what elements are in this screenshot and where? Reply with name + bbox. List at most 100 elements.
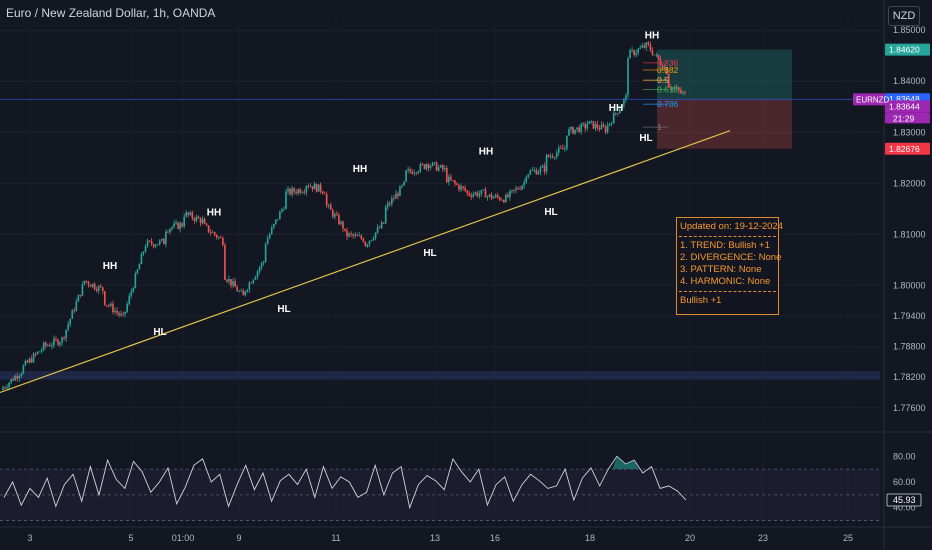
candle-body: [309, 186, 312, 188]
candle: [531, 166, 534, 172]
candle: [154, 243, 157, 249]
candle: [150, 237, 153, 247]
candle: [419, 162, 422, 174]
candle: [492, 196, 495, 199]
candle-body: [42, 342, 45, 350]
candle-body: [441, 165, 444, 170]
candle-body: [439, 165, 442, 168]
candle: [165, 229, 167, 248]
candle: [79, 294, 82, 298]
candle: [10, 378, 12, 385]
candle: [146, 238, 149, 248]
candle: [549, 152, 552, 160]
candle: [435, 160, 438, 172]
time-axis-label: 5: [128, 533, 133, 543]
candle-body: [547, 154, 550, 157]
candle: [207, 225, 210, 234]
candle: [213, 231, 216, 237]
swing-label-hh: HH: [645, 30, 659, 41]
candle-body: [629, 50, 631, 59]
candle-body: [213, 232, 216, 235]
candle-body: [354, 234, 357, 236]
candle-body: [484, 189, 487, 198]
candle: [93, 282, 96, 291]
candle-body: [258, 267, 261, 272]
candle-body: [124, 311, 126, 314]
candle: [215, 234, 218, 240]
candle: [594, 121, 597, 132]
candle: [224, 242, 226, 281]
candle-body: [362, 238, 365, 242]
candle-body: [608, 123, 611, 126]
candle-body: [639, 47, 642, 49]
candle-body: [22, 365, 25, 374]
candle-body: [222, 238, 224, 245]
candle: [236, 284, 238, 292]
candle: [445, 165, 448, 184]
candle: [32, 352, 35, 364]
candle-body: [77, 294, 80, 302]
candle-body: [57, 339, 59, 345]
candle-body: [682, 92, 684, 94]
candle-body: [283, 209, 285, 210]
candle: [85, 280, 88, 284]
candle-body: [651, 50, 654, 55]
candle-body: [67, 324, 69, 330]
candle: [134, 271, 137, 289]
candle: [220, 235, 222, 239]
candle: [197, 215, 200, 219]
candle: [637, 47, 639, 56]
candle: [606, 121, 609, 134]
candle: [655, 52, 658, 58]
candle: [14, 374, 17, 382]
candle: [327, 203, 330, 209]
candle: [252, 279, 255, 285]
candle: [386, 200, 389, 211]
candle-body: [108, 305, 110, 306]
analysis-summary-panel: Updated on: 19-12-2024 1. TREND: Bullish…: [676, 217, 783, 315]
candle: [494, 193, 497, 198]
candle-body: [517, 188, 519, 190]
currency-button[interactable]: NZD: [888, 6, 920, 26]
time-axis-label: 20: [685, 533, 695, 543]
candle-body: [586, 123, 589, 129]
candle-body: [623, 99, 625, 106]
candle-body: [427, 164, 430, 169]
candle: [553, 156, 556, 161]
candle: [2, 385, 4, 391]
time-axis-label: 13: [430, 533, 440, 543]
candle-body: [167, 231, 169, 233]
candle: [551, 153, 554, 159]
candle: [364, 241, 367, 247]
candle-body: [10, 378, 12, 383]
candle-body: [220, 237, 222, 239]
candle: [580, 122, 582, 135]
candle: [411, 168, 414, 175]
candle: [313, 181, 316, 190]
candle-body: [513, 189, 515, 191]
candle-body: [419, 164, 422, 172]
candle-body: [101, 287, 104, 292]
candle: [684, 90, 686, 95]
candle-body: [40, 349, 43, 352]
candle-body: [671, 87, 674, 89]
candle: [391, 195, 393, 207]
candle-body: [140, 253, 143, 264]
candle-body: [2, 387, 4, 390]
candle: [443, 165, 446, 172]
candle-body: [633, 50, 635, 55]
candle-body: [374, 232, 377, 239]
candle-body: [588, 121, 591, 124]
chart-title: Euro / New Zealand Dollar, 1h, OANDA: [6, 6, 216, 20]
candle-body: [458, 184, 460, 190]
candle-body: [61, 337, 63, 343]
candle-body: [260, 262, 263, 268]
candle: [311, 186, 314, 192]
rsi-value-label: 45.93: [893, 495, 916, 505]
candle-body: [4, 387, 6, 389]
candle-body: [659, 59, 662, 66]
candle: [28, 357, 31, 364]
candle-body: [403, 181, 405, 186]
candle: [415, 171, 418, 176]
